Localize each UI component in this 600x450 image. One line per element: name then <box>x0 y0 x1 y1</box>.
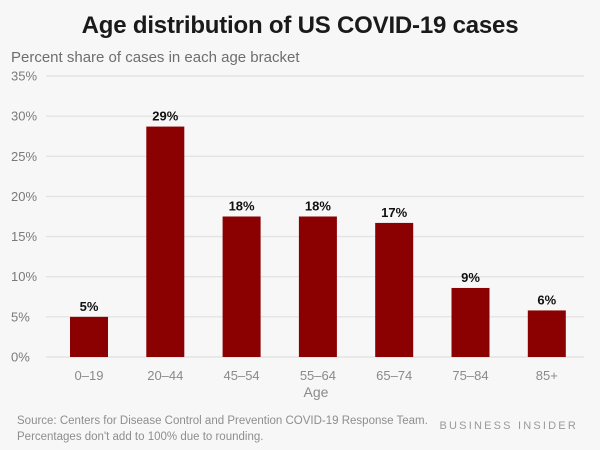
data-label: 29% <box>152 109 178 124</box>
footer-source: Source: Centers for Disease Control and … <box>17 413 428 445</box>
data-label: 6% <box>537 292 556 307</box>
rounding-note: Percentages don't add to 100% due to rou… <box>17 431 264 443</box>
bar <box>70 316 108 357</box>
y-tick-label: 10% <box>11 269 37 284</box>
x-tick-label: 45–54 <box>224 368 260 383</box>
data-label: 17% <box>381 205 407 220</box>
data-label: 18% <box>229 199 255 214</box>
y-tick-label: 5% <box>11 309 30 324</box>
chart-title: Age distribution of US COVID-19 cases <box>81 12 519 39</box>
x-tick-label: 75–84 <box>452 368 488 383</box>
y-tick-label: 20% <box>11 189 37 204</box>
bar <box>222 216 261 357</box>
data-label: 5% <box>80 299 99 314</box>
x-tick-label: 85+ <box>536 368 558 383</box>
bar <box>527 310 566 357</box>
chart-subtitle: Percent share of cases in each age brack… <box>11 49 300 66</box>
source-label: Source: <box>17 415 57 427</box>
y-tick-label: 35% <box>11 69 37 84</box>
y-tick-label: 15% <box>11 229 37 244</box>
bar <box>451 287 490 357</box>
bar <box>298 216 337 357</box>
x-tick-label: 0–19 <box>75 368 104 383</box>
bar-chart: 0% 5% 10% 15% 20% 25% 30% 35% 5% 0–19 29% 20–44 18% 4… <box>11 69 584 400</box>
data-label: 18% <box>305 199 331 214</box>
x-tick-label: 65–74 <box>376 368 412 383</box>
source-text: Centers for Disease Control and Preventi… <box>59 415 428 427</box>
data-label: 9% <box>461 270 480 285</box>
x-tick-label: 20–44 <box>147 368 183 383</box>
y-tick-label: 30% <box>11 109 37 124</box>
y-tick-label: 25% <box>11 149 37 164</box>
y-tick-label: 0% <box>11 350 30 365</box>
bar <box>146 126 185 357</box>
x-axis-label: Age <box>304 384 329 400</box>
bar <box>375 222 414 357</box>
x-tick-label: 55–64 <box>300 368 336 383</box>
brand-logo: BUSINESS INSIDER <box>439 420 578 432</box>
